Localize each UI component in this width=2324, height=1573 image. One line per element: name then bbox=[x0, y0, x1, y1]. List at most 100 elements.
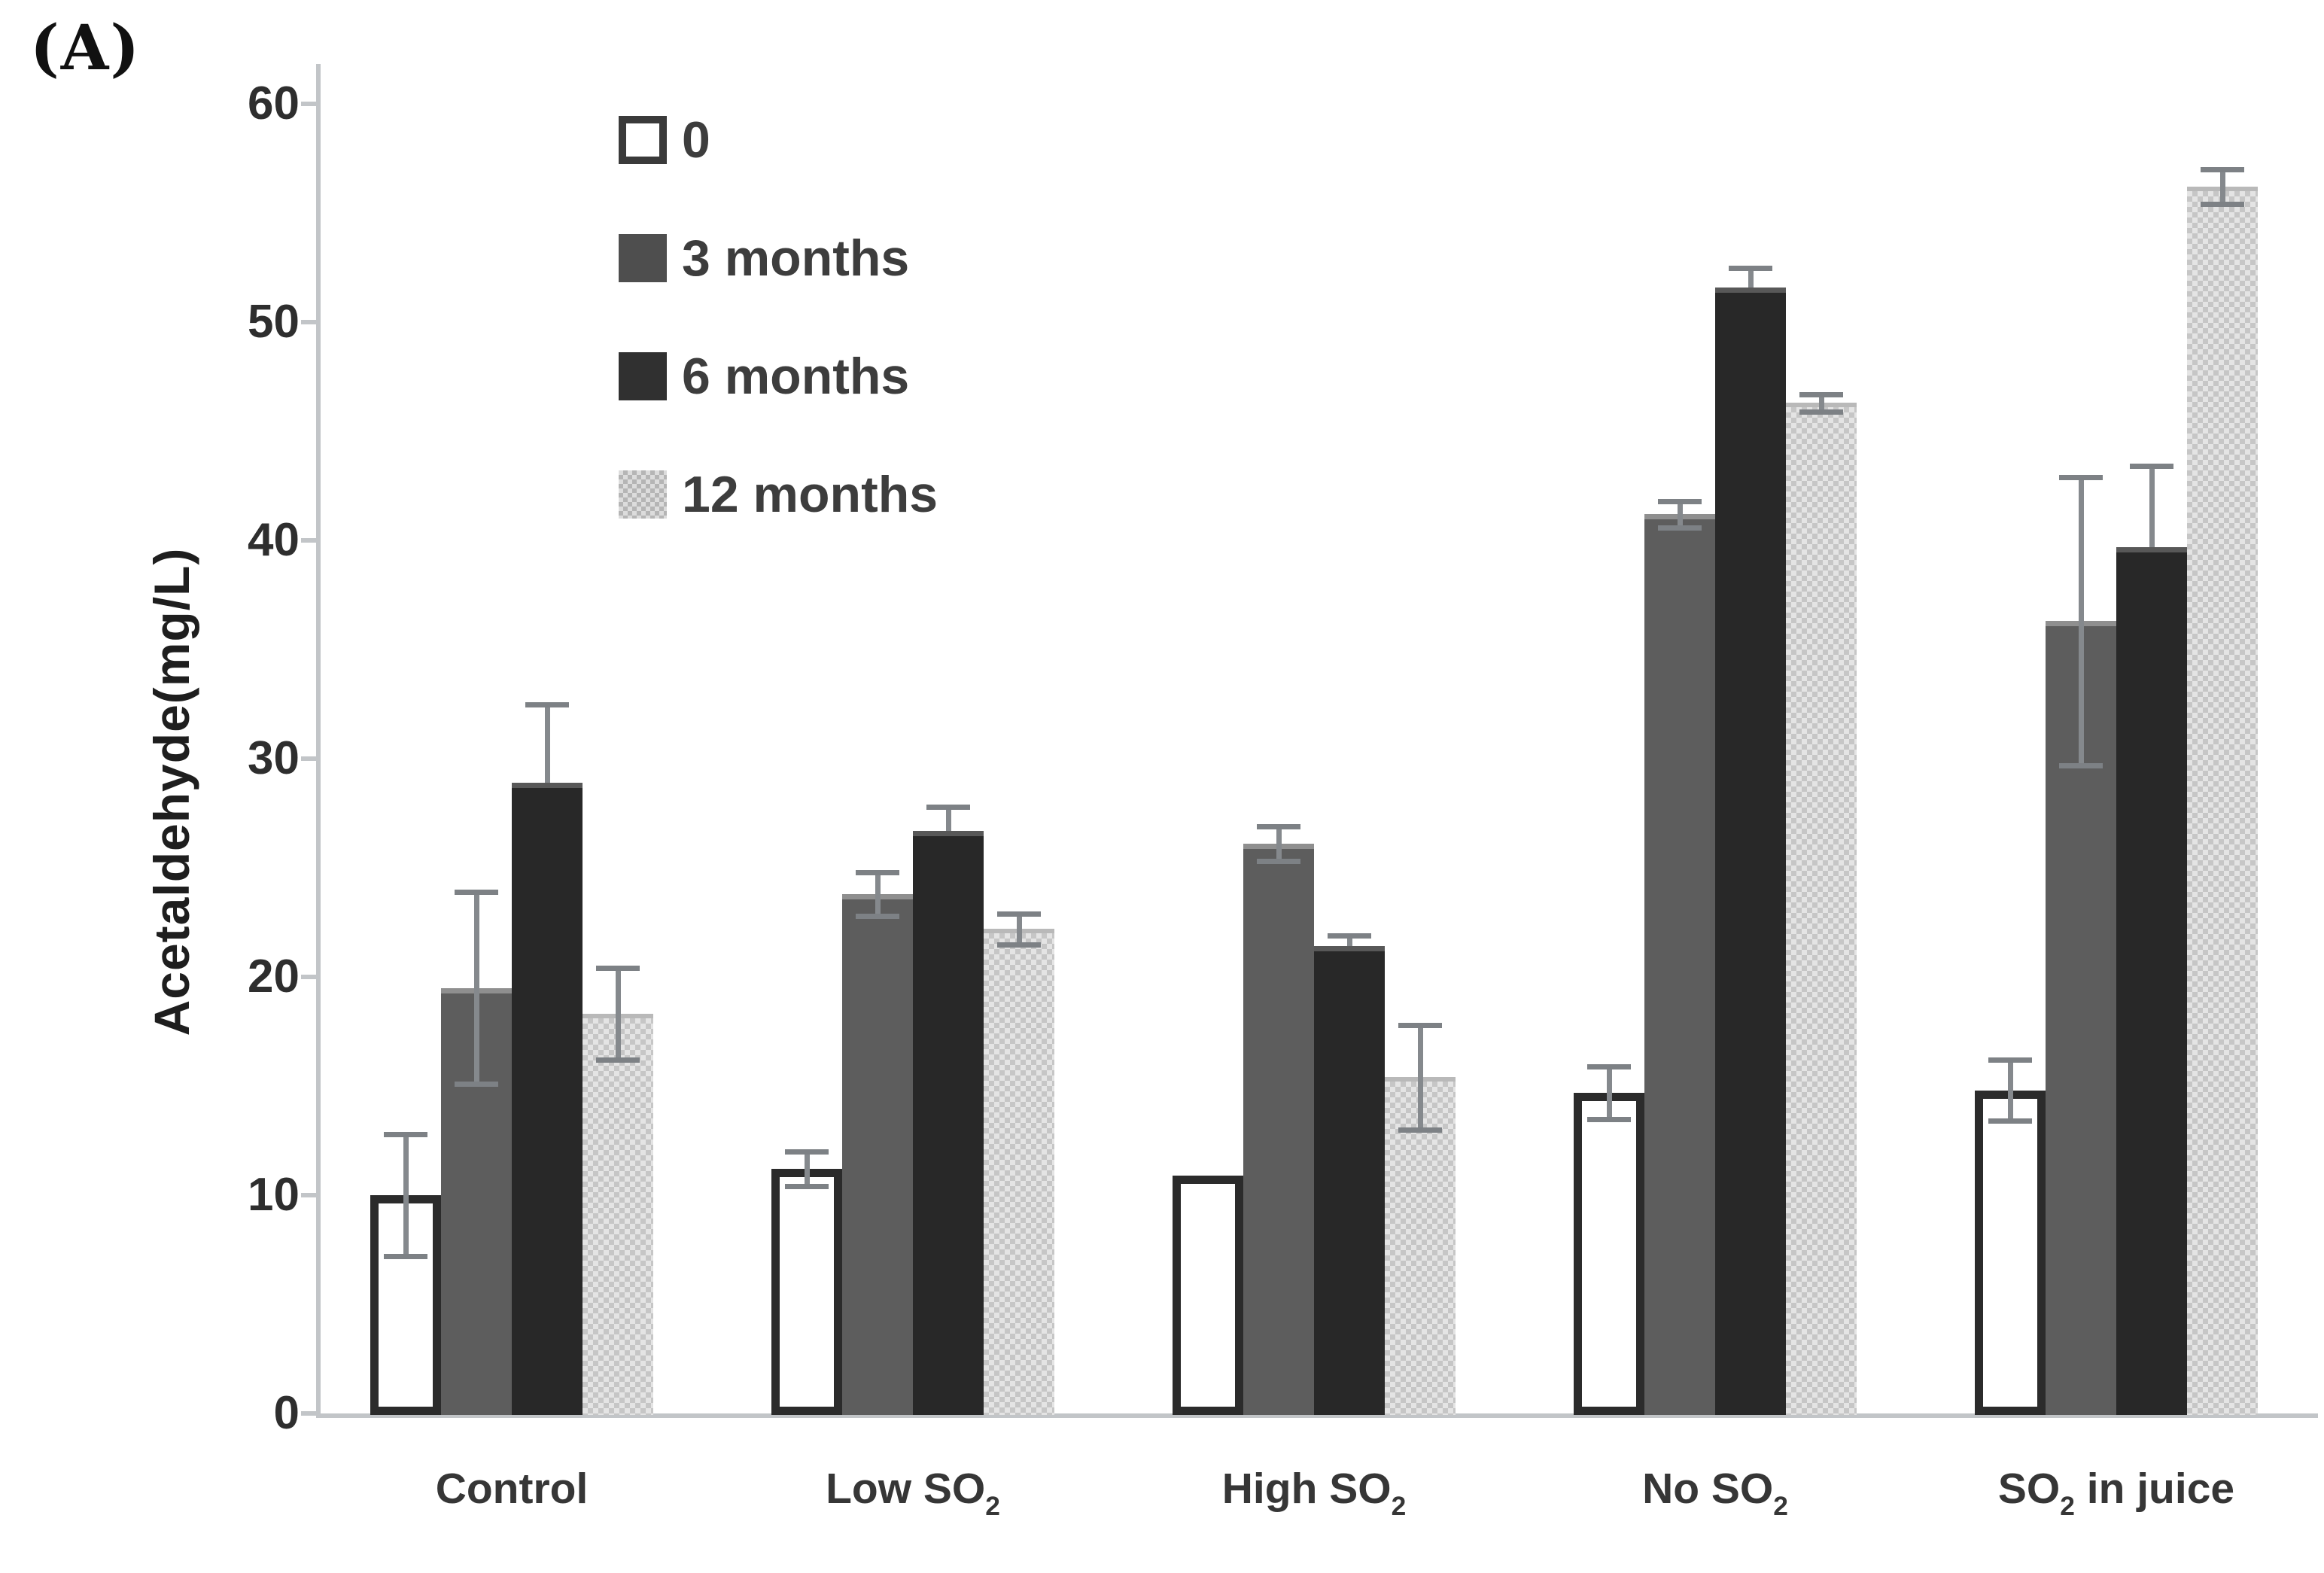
x-axis-line bbox=[316, 1413, 2318, 1418]
error-bar-cap bbox=[2201, 167, 2244, 172]
bar-6-months-Low-SO2 bbox=[913, 830, 984, 1415]
y-tick-label: 10 bbox=[248, 1169, 300, 1221]
bar-6-months-Control bbox=[512, 782, 583, 1415]
y-tick-mark bbox=[301, 1411, 319, 1416]
bar-6-months-SO2-in-juice bbox=[2116, 546, 2187, 1415]
legend-label: 3 months bbox=[682, 230, 910, 287]
error-bar-cap bbox=[384, 1131, 427, 1137]
bar-12-months-SO2-in-juice bbox=[2187, 187, 2258, 1415]
error-bar-cap bbox=[2130, 464, 2173, 470]
legend-swatch-pattern-icon bbox=[619, 470, 667, 519]
error-bar-cap bbox=[455, 1082, 498, 1088]
error-bar-cap bbox=[2201, 202, 2244, 208]
error-bar-cap bbox=[455, 889, 498, 895]
error-bar bbox=[544, 704, 550, 783]
error-bar-cap bbox=[1257, 859, 1300, 865]
x-category-label-Control: Control bbox=[435, 1465, 589, 1513]
legend-label: 0 bbox=[682, 111, 710, 169]
error-bar-cap bbox=[1988, 1057, 2032, 1063]
error-bar bbox=[1346, 935, 1352, 947]
panel-label: (A) bbox=[30, 12, 141, 84]
legend: 0 3 months 6 months 12 months bbox=[619, 105, 938, 578]
y-tick-mark bbox=[301, 756, 319, 761]
legend-item-0: 0 bbox=[619, 105, 938, 175]
error-bar-cap bbox=[1658, 525, 1702, 531]
error-bar-cap bbox=[997, 942, 1041, 948]
error-bar bbox=[1606, 1066, 1612, 1119]
y-tick-mark bbox=[301, 538, 319, 543]
y-tick-label: 40 bbox=[248, 514, 300, 566]
y-axis-line bbox=[316, 64, 321, 1418]
bar-0-High-SO2 bbox=[1173, 1175, 1243, 1415]
error-bar-cap bbox=[785, 1184, 829, 1190]
error-bar bbox=[1276, 826, 1282, 862]
error-bar bbox=[1016, 913, 1022, 945]
y-tick-mark bbox=[301, 975, 319, 979]
error-bar-cap bbox=[1398, 1127, 1442, 1133]
y-tick-label: 0 bbox=[273, 1387, 300, 1439]
error-bar-cap bbox=[1587, 1116, 1631, 1122]
error-bar bbox=[2149, 466, 2155, 547]
bar-12-months-Low-SO2 bbox=[984, 929, 1054, 1415]
bar-6-months-High-SO2 bbox=[1314, 946, 1385, 1415]
error-bar-cap bbox=[2059, 474, 2103, 480]
error-bar bbox=[2007, 1060, 2013, 1121]
y-tick-label: 20 bbox=[248, 951, 300, 1003]
error-bar bbox=[1417, 1024, 1423, 1130]
error-bar bbox=[2219, 169, 2225, 205]
y-tick-mark bbox=[301, 102, 319, 106]
bar-0-Low-SO2 bbox=[771, 1169, 842, 1415]
error-bar bbox=[615, 968, 621, 1060]
x-category-label-No-SO2: No SO2 bbox=[1642, 1465, 1788, 1521]
error-bar-cap bbox=[926, 804, 970, 810]
x-category-label-SO2-in-juice: SO2 in juice bbox=[1997, 1465, 2235, 1521]
y-tick-label: 60 bbox=[248, 78, 300, 129]
error-bar-cap bbox=[785, 1149, 829, 1155]
legend-item-12-months: 12 months bbox=[619, 460, 938, 529]
error-bar bbox=[945, 806, 951, 831]
error-bar-cap bbox=[1729, 265, 1772, 271]
y-tick-label: 50 bbox=[248, 296, 300, 348]
legend-swatch-open-icon bbox=[619, 116, 667, 164]
legend-label: 12 months bbox=[682, 466, 938, 523]
error-bar bbox=[875, 872, 881, 916]
error-bar-cap bbox=[384, 1254, 427, 1260]
y-tick-mark bbox=[301, 1193, 319, 1197]
bar-12-months-High-SO2 bbox=[1385, 1077, 1456, 1415]
y-tick-label: 30 bbox=[248, 732, 300, 784]
error-bar-cap bbox=[856, 913, 899, 919]
legend-item-3-months: 3 months bbox=[619, 224, 938, 293]
error-bar-cap bbox=[1328, 933, 1371, 939]
bar-3-months-High-SO2 bbox=[1243, 844, 1314, 1415]
bar-12-months-No-SO2 bbox=[1786, 403, 1857, 1415]
error-bar bbox=[403, 1133, 409, 1257]
legend-swatch-black-icon bbox=[619, 352, 667, 400]
x-category-label-Low-SO2: Low SO2 bbox=[826, 1465, 1000, 1521]
bar-0-SO2-in-juice bbox=[1975, 1090, 2046, 1415]
bar-12-months-Control bbox=[583, 1014, 653, 1415]
error-bar bbox=[1748, 267, 1754, 288]
error-bar bbox=[804, 1152, 810, 1187]
error-bar-cap bbox=[1799, 409, 1843, 415]
legend-swatch-gray-icon bbox=[619, 234, 667, 282]
error-bar-cap bbox=[1988, 1118, 2032, 1124]
error-bar bbox=[1818, 394, 1824, 412]
y-tick-mark bbox=[301, 320, 319, 324]
x-category-label-High-SO2: High SO2 bbox=[1221, 1465, 1407, 1521]
error-bar-cap bbox=[1257, 823, 1300, 829]
error-bar-cap bbox=[2059, 762, 2103, 768]
error-bar-cap bbox=[1587, 1063, 1631, 1069]
bar-0-No-SO2 bbox=[1574, 1092, 1644, 1415]
error-bar-cap bbox=[997, 911, 1041, 917]
error-bar-cap bbox=[1398, 1022, 1442, 1028]
bar-3-months-No-SO2 bbox=[1644, 514, 1715, 1415]
bar-6-months-No-SO2 bbox=[1715, 287, 1786, 1415]
legend-item-6-months: 6 months bbox=[619, 342, 938, 411]
error-bar-cap bbox=[1658, 498, 1702, 504]
error-bar bbox=[2078, 476, 2084, 765]
bar-3-months-Low-SO2 bbox=[842, 893, 913, 1415]
error-bar-cap bbox=[1799, 391, 1843, 397]
error-bar-cap bbox=[596, 1057, 640, 1063]
error-bar-cap bbox=[596, 966, 640, 972]
